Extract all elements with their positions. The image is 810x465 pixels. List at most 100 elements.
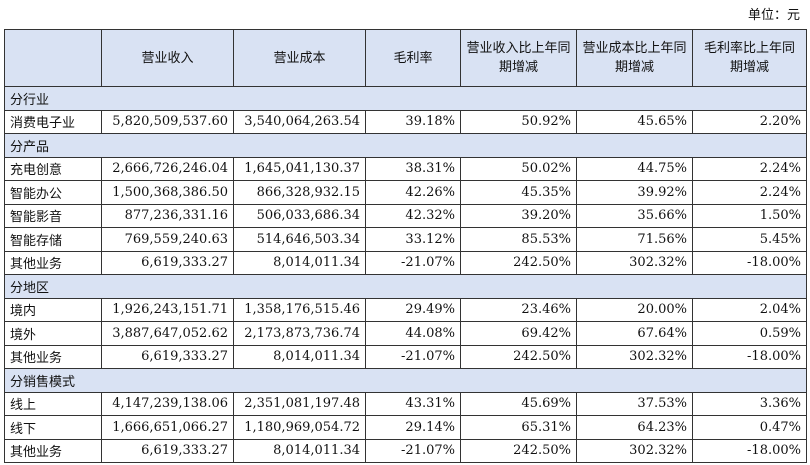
value-cell: 514,646,503.34	[233, 227, 366, 252]
value-cell: 877,236,331.16	[101, 203, 234, 228]
value-cell: 8,014,011.34	[233, 250, 366, 275]
value-cell: 302.32%	[576, 250, 693, 275]
section-title: 分行业	[4, 86, 807, 111]
table-row: 线下 1,666,651,066.27 1,180,969,054.72 29.14%…	[4, 415, 807, 440]
value-cell: 4,147,239,138.06	[101, 391, 234, 416]
value-cell: 2.24%	[692, 156, 807, 181]
value-cell: 43.31%	[365, 391, 461, 416]
row-label-cell: 智能办公	[4, 180, 102, 205]
value-cell: 0.59%	[692, 321, 807, 346]
table-body: 分行业 消费电子业 5,820,509,537.60 3,540,064,263.54…	[4, 86, 807, 463]
row-label-cell: 智能存储	[4, 227, 102, 252]
section-header-row: 分行业	[4, 86, 807, 111]
value-cell: 242.50%	[460, 438, 577, 463]
table-row: 线上 4,147,239,138.06 2,351,081,197.48 43.31%…	[4, 391, 807, 416]
value-cell: 42.26%	[365, 180, 461, 205]
value-cell: 1,926,243,151.71	[101, 297, 234, 322]
header-row: 营业收入 营业成本 毛利率 营业收入比上年同期增减 营业成本比上年同期增减 毛利…	[4, 29, 807, 87]
value-cell: 302.32%	[576, 344, 693, 369]
value-cell: 1,180,969,054.72	[233, 415, 366, 440]
value-cell: 23.46%	[460, 297, 577, 322]
value-cell: -18.00%	[692, 344, 807, 369]
value-cell: 8,014,011.34	[233, 438, 366, 463]
value-cell: 29.14%	[365, 415, 461, 440]
value-cell: 3,887,647,052.62	[101, 321, 234, 346]
row-label-cell: 线上	[4, 391, 102, 416]
value-cell: 6,619,333.27	[101, 250, 234, 275]
table-row: 境内 1,926,243,151.71 1,358,176,515.46 29.49%…	[4, 297, 807, 322]
header-cell-revenue-change: 营业收入比上年同期增减	[460, 29, 577, 87]
value-cell: 5,820,509,537.60	[101, 109, 234, 134]
section-title: 分销售模式	[4, 368, 807, 393]
table-row: 智能办公 1,500,368,386.50 866,328,932.15 42.26%…	[4, 180, 807, 205]
value-cell: 39.18%	[365, 109, 461, 134]
value-cell: 45.69%	[460, 391, 577, 416]
value-cell: 8,014,011.34	[233, 344, 366, 369]
header-cell-gross-margin: 毛利率	[365, 29, 461, 87]
section-title: 分产品	[4, 133, 807, 158]
row-label-cell: 境外	[4, 321, 102, 346]
value-cell: 302.32%	[576, 438, 693, 463]
value-cell: 866,328,932.15	[233, 180, 366, 205]
value-cell: 1,500,368,386.50	[101, 180, 234, 205]
row-label-cell: 充电创意	[4, 156, 102, 181]
value-cell: 20.00%	[576, 297, 693, 322]
table-row: 智能影音 877,236,331.16 506,033,686.34 42.32% 39…	[4, 203, 807, 228]
unit-label: 单位：元	[747, 8, 800, 23]
value-cell: 769,559,240.63	[101, 227, 234, 252]
row-label-cell: 消费电子业	[4, 109, 102, 134]
section-header-row: 分销售模式	[4, 368, 807, 393]
value-cell: 37.53%	[576, 391, 693, 416]
value-cell: 45.65%	[576, 109, 693, 134]
table-row: 智能存储 769,559,240.63 514,646,503.34 33.12% 85…	[4, 227, 807, 252]
header-cell-cost-change: 营业成本比上年同期增减	[576, 29, 693, 87]
row-label-cell: 其他业务	[4, 438, 102, 463]
value-cell: 45.35%	[460, 180, 577, 205]
table-row: 充电创意 2,666,726,246.04 1,645,041,130.37 38.3…	[4, 156, 807, 181]
value-cell: 506,033,686.34	[233, 203, 366, 228]
row-label-cell: 线下	[4, 415, 102, 440]
section-header-row: 分产品	[4, 133, 807, 158]
row-label-cell: 境内	[4, 297, 102, 322]
header-cell-cost: 营业成本	[233, 29, 366, 87]
value-cell: -21.07%	[365, 438, 461, 463]
value-cell: 50.92%	[460, 109, 577, 134]
table-row: 消费电子业 5,820,509,537.60 3,540,064,263.54 39.…	[4, 109, 807, 134]
value-cell: -21.07%	[365, 344, 461, 369]
table-row: 其他业务 6,619,333.27 8,014,011.34 -21.07% 242.5…	[4, 344, 807, 369]
header-cell-margin-change: 毛利率比上年同期增减	[692, 29, 807, 87]
financial-table: 营业收入 营业成本 毛利率 营业收入比上年同期增减 营业成本比上年同期增减 毛利…	[4, 29, 807, 463]
value-cell: 29.49%	[365, 297, 461, 322]
value-cell: 44.75%	[576, 156, 693, 181]
value-cell: 71.56%	[576, 227, 693, 252]
value-cell: 2,173,873,736.74	[233, 321, 366, 346]
value-cell: 50.02%	[460, 156, 577, 181]
value-cell: 2,351,081,197.48	[233, 391, 366, 416]
value-cell: 242.50%	[460, 344, 577, 369]
value-cell: -18.00%	[692, 250, 807, 275]
value-cell: 69.42%	[460, 321, 577, 346]
header-cell-revenue: 营业收入	[101, 29, 234, 87]
value-cell: 6,619,333.27	[101, 438, 234, 463]
value-cell: 6,619,333.27	[101, 344, 234, 369]
row-label-cell: 其他业务	[4, 344, 102, 369]
table-row: 其他业务 6,619,333.27 8,014,011.34 -21.07% 242.5…	[4, 250, 807, 275]
value-cell: 67.64%	[576, 321, 693, 346]
value-cell: 3,540,064,263.54	[233, 109, 366, 134]
header-cell-category	[4, 29, 102, 87]
section-header-row: 分地区	[4, 274, 807, 299]
value-cell: 2.04%	[692, 297, 807, 322]
value-cell: 1,645,041,130.37	[233, 156, 366, 181]
value-cell: 35.66%	[576, 203, 693, 228]
value-cell: 39.92%	[576, 180, 693, 205]
value-cell: 2.24%	[692, 180, 807, 205]
value-cell: 3.36%	[692, 391, 807, 416]
value-cell: 38.31%	[365, 156, 461, 181]
value-cell: 65.31%	[460, 415, 577, 440]
value-cell: 85.53%	[460, 227, 577, 252]
value-cell: 5.45%	[692, 227, 807, 252]
table-row: 境外 3,887,647,052.62 2,173,873,736.74 44.08%…	[4, 321, 807, 346]
value-cell: 2.20%	[692, 109, 807, 134]
value-cell: 64.23%	[576, 415, 693, 440]
row-label-cell: 其他业务	[4, 250, 102, 275]
